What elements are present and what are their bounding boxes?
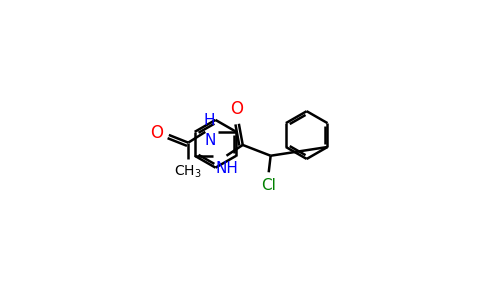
Text: H: H xyxy=(204,113,215,128)
Text: CH$_3$: CH$_3$ xyxy=(174,164,202,180)
Text: O: O xyxy=(230,100,243,118)
Text: NH: NH xyxy=(215,161,239,176)
Text: O: O xyxy=(150,124,163,142)
Text: N: N xyxy=(204,133,215,148)
Text: Cl: Cl xyxy=(261,178,276,193)
